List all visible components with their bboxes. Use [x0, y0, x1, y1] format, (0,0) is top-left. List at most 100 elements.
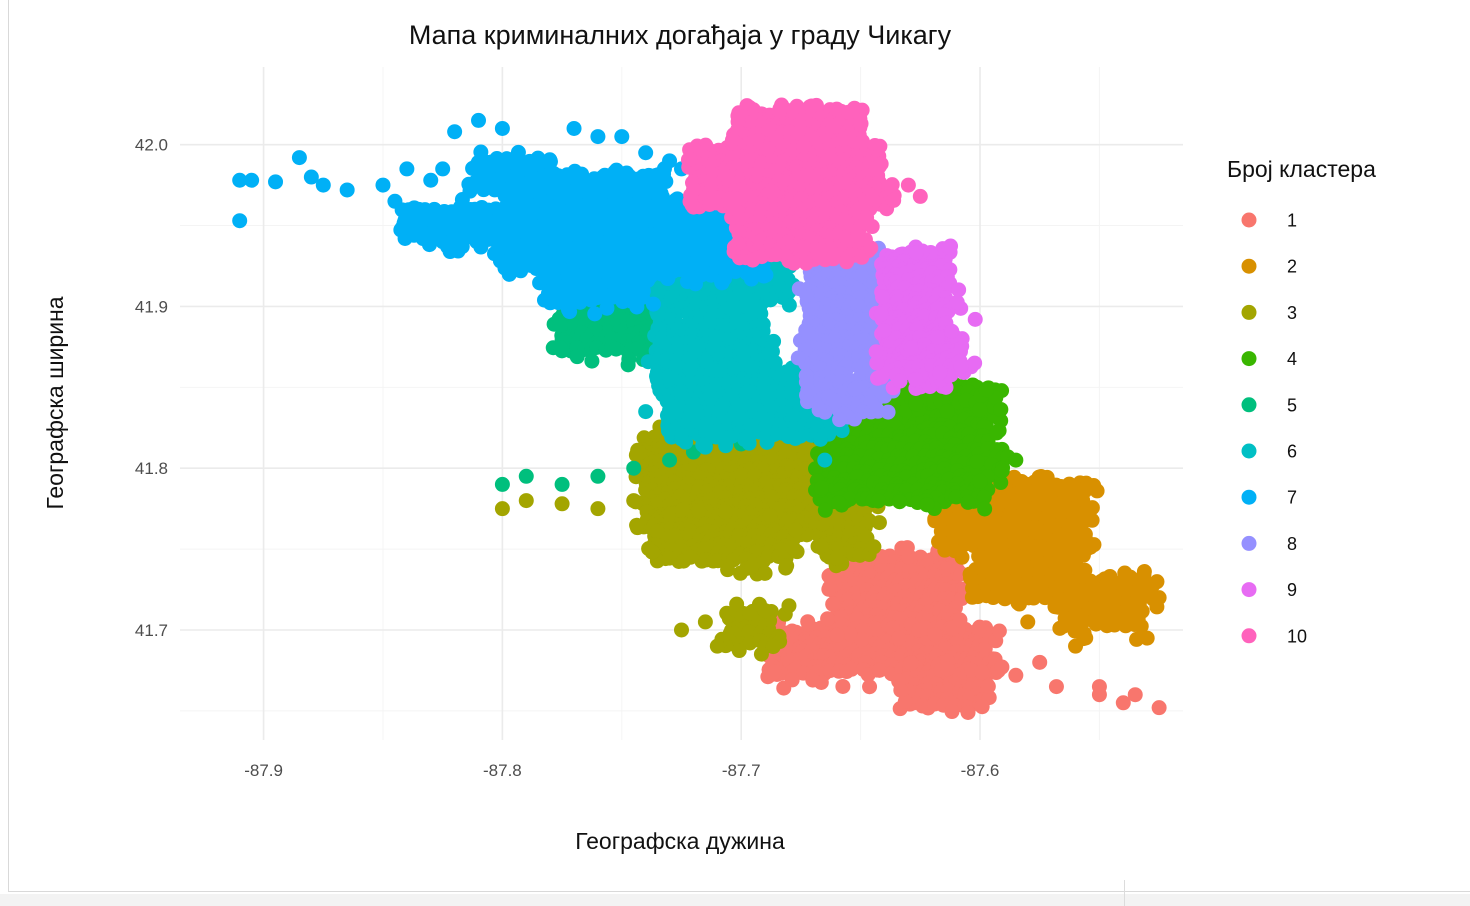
data-point: [1086, 478, 1102, 494]
data-point: [743, 359, 759, 375]
data-point: [584, 353, 600, 369]
data-point: [244, 172, 260, 188]
data-point: [1020, 614, 1036, 630]
data-point: [461, 176, 477, 192]
data-point: [919, 497, 935, 513]
data-point: [799, 394, 815, 410]
data-point: [629, 209, 645, 225]
data-point: [991, 623, 1007, 639]
data-point: [897, 694, 913, 710]
data-point: [1084, 500, 1100, 516]
data-point: [805, 672, 821, 688]
data-point: [590, 129, 606, 145]
data-point: [829, 550, 845, 566]
data-point: [759, 434, 775, 450]
data-point: [620, 357, 636, 373]
data-point: [932, 365, 948, 381]
data-point: [967, 588, 983, 604]
data-point: [835, 678, 851, 694]
series-cluster-9: [868, 238, 983, 396]
data-point: [560, 302, 576, 318]
data-point: [1136, 566, 1152, 582]
data-point: [933, 523, 949, 539]
data-point: [607, 164, 623, 180]
data-point: [762, 507, 778, 523]
data-point: [494, 476, 510, 492]
data-point: [1145, 577, 1161, 593]
data-point: [927, 627, 943, 643]
data-point: [989, 425, 1005, 441]
data-point: [947, 543, 963, 559]
data-point: [1011, 596, 1027, 612]
data-point: [649, 523, 665, 539]
data-point: [494, 120, 510, 136]
data-point: [1078, 630, 1094, 646]
data-point: [697, 439, 713, 455]
data-point: [813, 480, 829, 496]
data-point: [674, 502, 690, 518]
data-point: [798, 374, 814, 390]
data-point: [781, 297, 797, 313]
data-point: [631, 259, 647, 275]
data-point: [536, 292, 552, 308]
data-point: [682, 549, 698, 565]
data-point: [729, 596, 745, 612]
data-point: [787, 430, 803, 446]
data-point: [825, 596, 841, 612]
data-point: [817, 452, 833, 468]
data-point: [1084, 512, 1100, 528]
data-point: [732, 565, 748, 581]
data-point: [781, 598, 797, 614]
data-point: [966, 534, 982, 550]
data-point: [980, 678, 996, 694]
data-point: [891, 630, 907, 646]
data-point: [1151, 590, 1167, 606]
data-point: [854, 631, 870, 647]
data-point: [1139, 630, 1155, 646]
data-point: [720, 562, 736, 578]
data-point: [822, 579, 838, 595]
data-point: [949, 294, 965, 310]
data-point: [587, 306, 603, 322]
data-point: [494, 501, 510, 517]
data-point: [788, 522, 804, 538]
data-point: [903, 655, 919, 671]
data-point: [662, 452, 678, 468]
data-point: [1048, 581, 1064, 597]
data-point: [697, 614, 713, 630]
data-point: [640, 273, 656, 289]
data-point: [590, 501, 606, 517]
data-point: [1037, 590, 1053, 606]
data-point: [976, 489, 992, 505]
data-point: [813, 538, 829, 554]
data-point: [339, 182, 355, 198]
data-point: [960, 705, 976, 721]
data-point: [741, 429, 757, 445]
data-point: [929, 329, 945, 345]
data-point: [963, 570, 979, 586]
data-point: [893, 682, 909, 698]
data-point: [953, 358, 969, 374]
data-point: [974, 699, 990, 715]
data-point: [820, 611, 836, 627]
data-point: [908, 245, 924, 261]
data-point: [993, 401, 1009, 417]
data-point: [847, 381, 863, 397]
data-point: [871, 662, 887, 678]
data-point: [1048, 679, 1064, 695]
data-point: [967, 311, 983, 327]
data-point: [638, 404, 654, 420]
data-point: [843, 661, 859, 677]
data-point: [899, 540, 915, 556]
data-point: [817, 502, 833, 518]
data-point: [1133, 618, 1149, 634]
data-point: [875, 289, 891, 305]
data-point: [615, 249, 631, 265]
data-point: [1127, 687, 1143, 703]
data-point: [518, 468, 534, 484]
data-point: [903, 340, 919, 356]
data-point: [997, 591, 1013, 607]
data-point: [1008, 667, 1024, 683]
data-point: [800, 614, 816, 630]
